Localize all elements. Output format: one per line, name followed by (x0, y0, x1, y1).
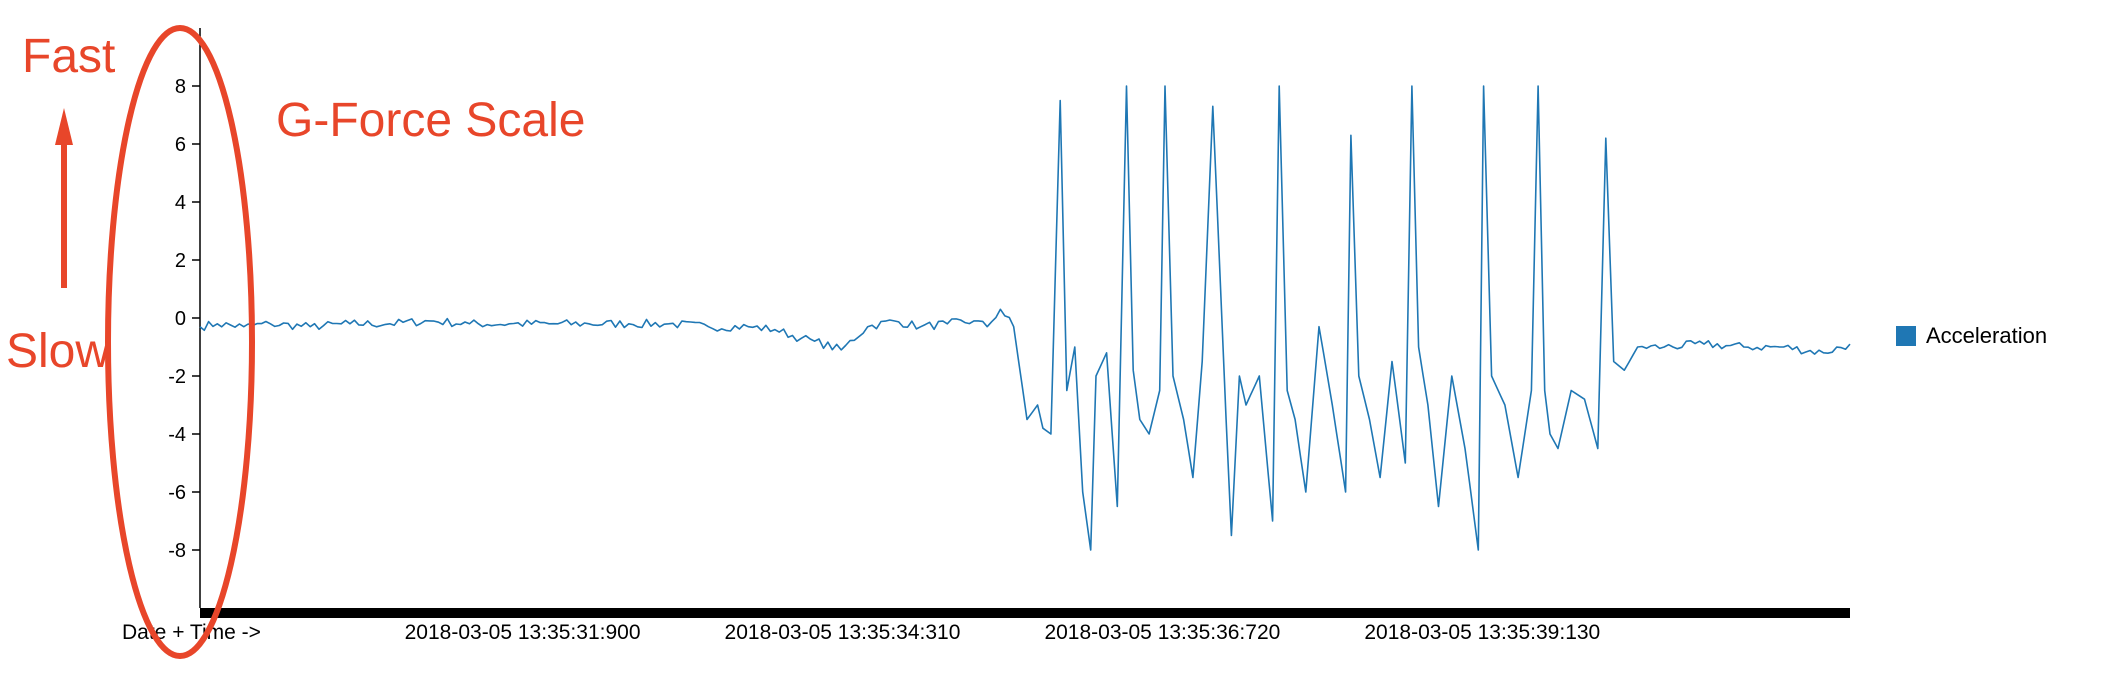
x-tick-label: 2018-03-05 13:35:31:900 (405, 621, 641, 644)
y-tick-label: -4 (168, 424, 186, 446)
y-tick-label: 0 (175, 308, 186, 330)
up-arrow-head-icon (55, 108, 73, 145)
x-tick-label: 2018-03-05 13:35:39:130 (1364, 621, 1600, 644)
y-tick-label: 4 (175, 192, 186, 214)
y-tick-label: -2 (168, 366, 186, 388)
x-axis-title: Date + Time -> (122, 621, 261, 644)
annotations: Fast Slow G-Force Scale (6, 25, 585, 659)
x-tick-label: 2018-03-05 13:35:34:310 (725, 621, 961, 644)
series-line-acceleration (199, 85, 1851, 551)
legend-swatch-acceleration (1896, 326, 1916, 346)
y-tick-label: -8 (168, 540, 186, 562)
legend-label-acceleration: Acceleration (1926, 323, 2047, 348)
y-tick-label: 2 (175, 250, 186, 272)
x-axis-line (200, 608, 1850, 618)
x-tick-label: 2018-03-05 13:35:36:720 (1044, 621, 1280, 644)
y-tick-label: -6 (168, 482, 186, 504)
y-tick-label: 8 (175, 76, 186, 98)
legend: Acceleration (1896, 323, 2047, 348)
y-tick-label: 6 (175, 134, 186, 156)
axes: 8 6 4 2 0 -2 -4 -6 -8 Date + Time -> 2018-03-05 13… (122, 28, 1850, 644)
series-layer (199, 85, 1851, 551)
slow-annotation: Slow (6, 325, 110, 378)
g-force-scale-annotation: G-Force Scale (276, 94, 585, 147)
y-axis-highlight-ellipse (105, 25, 255, 659)
fast-annotation: Fast (22, 30, 115, 83)
